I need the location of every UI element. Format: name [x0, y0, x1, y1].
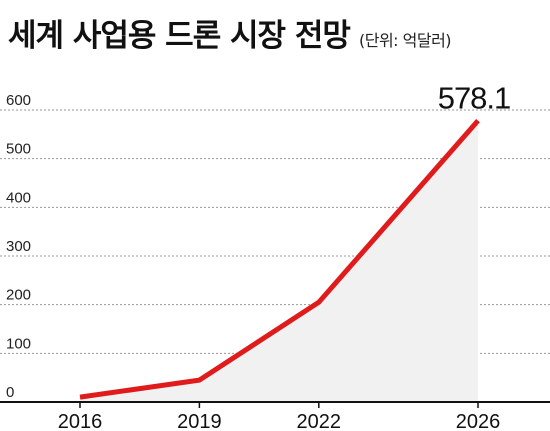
y-tick-label-500: 500: [6, 141, 31, 158]
series-line: [79, 119, 480, 400]
y-tick-label-400: 400: [6, 189, 31, 206]
y-tick-label-100: 100: [6, 335, 31, 352]
area-fill: [80, 120, 478, 403]
y-tick-label-0: 0: [6, 384, 14, 401]
chart-title: 세계 사업용 드론 시장 전망: [8, 18, 351, 54]
y-tick-label-200: 200: [6, 287, 31, 304]
y-tick-label-600: 600: [6, 92, 31, 109]
x-tick-label-2026: 2026: [456, 411, 501, 431]
x-tick-label-2019: 2019: [177, 411, 222, 431]
unit-note: (단위: 억달러): [358, 31, 452, 50]
y-tick-label-300: 300: [6, 238, 31, 255]
x-tick-label-2022: 2022: [297, 411, 342, 431]
data-label-2026: 578.1: [438, 81, 511, 116]
x-tick-label-2016: 2016: [58, 411, 103, 431]
title-row: 세계 사업용 드론 시장 전망 (단위: 억달러): [8, 10, 452, 55]
